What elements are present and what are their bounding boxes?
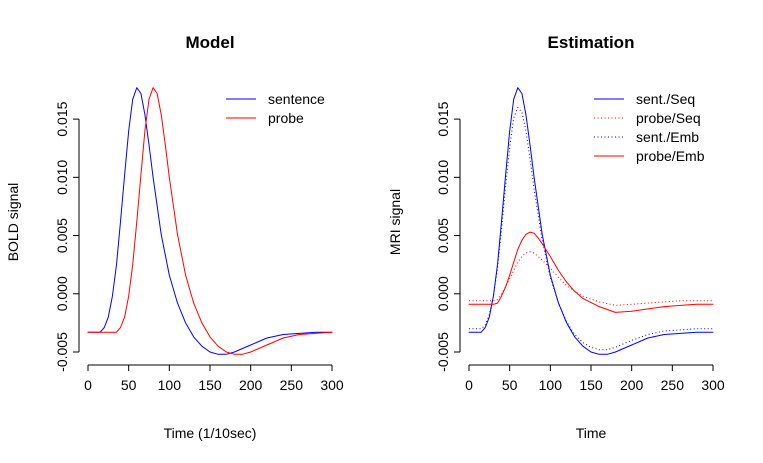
estimation-panel: Estimation Time MRI signal -0.005 0.000 0.… [387, 33, 725, 441]
legend-label: probe/Seq [636, 110, 701, 126]
estimation-y-tick-label: 0.005 [435, 218, 451, 253]
model-y-tick-label: -0.005 [54, 332, 70, 372]
estimation-y-tick-label: 0.015 [435, 101, 451, 136]
estimation-y-tick-label: 0.010 [435, 160, 451, 195]
legend-label: sent./Emb [636, 129, 699, 145]
model-y-tick-label: 0.010 [54, 160, 70, 195]
model-series-sentence [87, 87, 333, 355]
legend-label: probe/Emb [636, 148, 705, 164]
estimation-x-tick-label: 300 [701, 377, 725, 393]
model-plot-area: -0.005 0.000 0.005 0.010 0.015 0 50 100 150 200 25… [54, 87, 344, 393]
estimation-x-tick-label: 200 [620, 377, 644, 393]
model-legend: sentence probe [226, 91, 325, 126]
legend-label: probe [268, 110, 304, 126]
model-x-tick-label: 100 [158, 377, 182, 393]
model-x-tick-label: 200 [239, 377, 263, 393]
model-x-tick-label: 250 [280, 377, 304, 393]
estimation-y-tick-label: -0.005 [435, 332, 451, 372]
estimation-series-probe-seq [469, 251, 713, 306]
model-y-axis-label: BOLD signal [5, 183, 21, 262]
model-y-tick-label: 0.015 [54, 101, 70, 136]
estimation-y-axis-label: MRI signal [387, 189, 403, 255]
model-x-tick-label: 300 [320, 377, 344, 393]
estimation-x-tick-label: 150 [579, 377, 603, 393]
estimation-x-tick-label: 0 [465, 377, 473, 393]
estimation-series-sent-seq [468, 87, 714, 355]
model-x-tick-label: 0 [84, 377, 92, 393]
model-x-axis-label: Time (1/10sec) [164, 425, 257, 441]
estimation-y-tick-label: 0.000 [435, 276, 451, 311]
model-series-probe [87, 87, 333, 355]
model-panel: Model Time (1/10sec) BOLD signal -0.005 0… [5, 33, 344, 441]
model-y-tick-label: 0.005 [54, 218, 70, 253]
estimation-plot-area: -0.005 0.000 0.005 0.010 0.015 0 50 100 150 200 25… [435, 87, 725, 393]
legend-label: sent./Seq [636, 91, 695, 107]
legend-label: sentence [268, 91, 325, 107]
estimation-x-axis-label: Time [576, 425, 607, 441]
estimation-x-tick-label: 50 [502, 377, 518, 393]
estimation-x-tick-label: 100 [539, 377, 563, 393]
model-title: Model [185, 33, 234, 52]
model-y-tick-label: 0.000 [54, 276, 70, 311]
estimation-x-tick-label: 250 [661, 377, 685, 393]
model-x-tick-label: 50 [121, 377, 137, 393]
estimation-title: Estimation [548, 33, 635, 52]
model-x-tick-label: 150 [198, 377, 222, 393]
estimation-legend: sent./Seq probe/Seq sent./Emb probe/Emb [594, 91, 705, 164]
estimation-series-probe-emb [468, 231, 714, 313]
